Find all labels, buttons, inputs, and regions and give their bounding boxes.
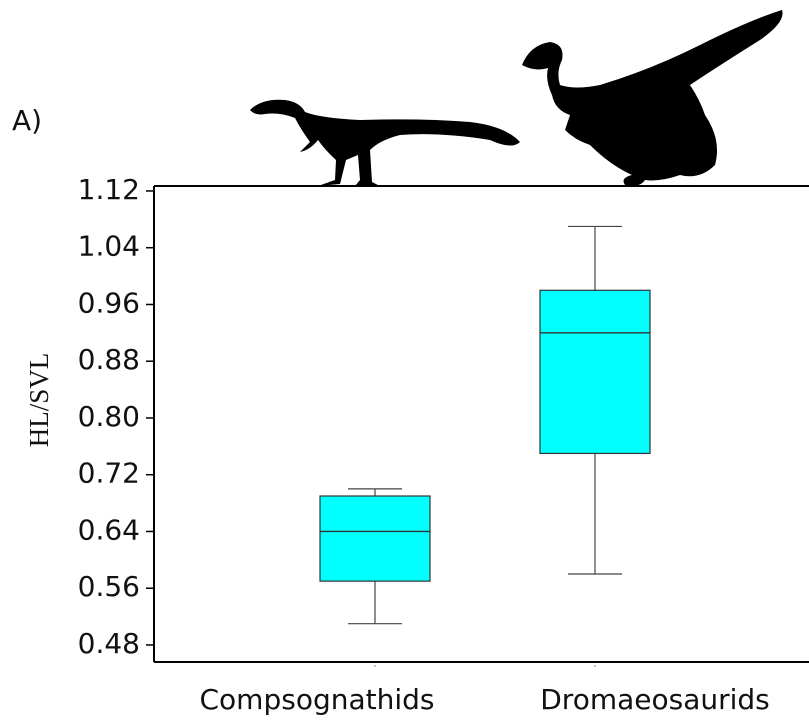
y-axis-label: HL/SVL [24,353,54,448]
box [539,289,651,455]
y-tick-label: 0.80 [78,400,140,433]
x-tick-label: Compsognathids [200,683,435,716]
y-tick-label: 1.12 [78,173,140,206]
silhouettes [250,10,783,186]
plot-frame [153,185,809,663]
y-tick-label: 0.48 [78,627,140,660]
x-tick-label: Dromaeosaurids [540,683,770,716]
y-tick-label: 0.72 [78,457,140,490]
y-tick-label: 0.96 [78,286,140,319]
y-tick-label: 0.64 [78,513,140,546]
y-tick-label: 1.04 [78,230,140,263]
y-tick-label: 0.88 [78,343,140,376]
box [319,495,431,582]
y-tick-label: 0.56 [78,570,140,603]
panel-label: A) [12,104,42,137]
